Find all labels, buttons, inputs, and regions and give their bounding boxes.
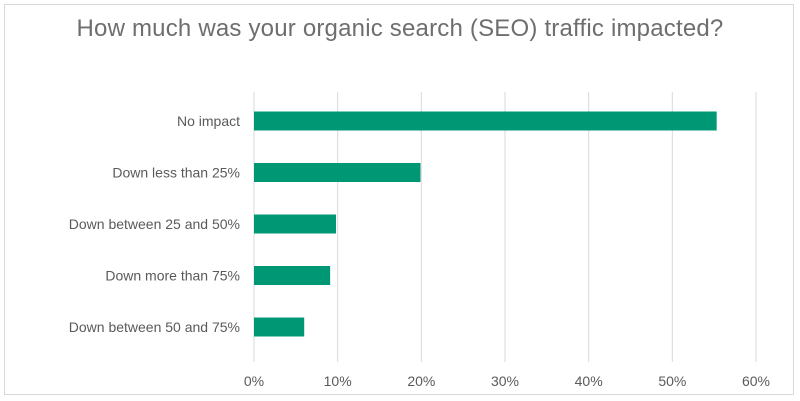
- category-labels: No impact Down less than 25% Down between …: [69, 113, 240, 335]
- x-tick-label: 60%: [742, 373, 770, 389]
- bar: [254, 214, 336, 234]
- bar: [254, 163, 421, 182]
- chart-frame: [4, 4, 794, 395]
- category-label: Down between 25 and 50%: [69, 216, 240, 232]
- chart-title: How much was your organic search (SEO) t…: [76, 15, 724, 42]
- category-label: Down more than 75%: [105, 268, 240, 284]
- gridlines: [253, 92, 757, 362]
- category-label: No impact: [177, 113, 240, 129]
- bar: [254, 266, 331, 285]
- bars: [254, 111, 717, 337]
- x-tick-label: 10%: [324, 373, 352, 389]
- bar: [254, 317, 305, 337]
- x-tick-label: 0%: [244, 373, 264, 389]
- x-tick-label: 40%: [575, 373, 603, 389]
- category-label: Down less than 25%: [112, 165, 240, 181]
- bar: [254, 111, 717, 131]
- x-tick-label: 20%: [407, 373, 435, 389]
- x-tick-label: 30%: [491, 373, 519, 389]
- x-tick-label: 50%: [658, 373, 686, 389]
- category-label: Down between 50 and 75%: [69, 319, 240, 335]
- x-axis-tick-labels: 0% 10% 20% 30% 40% 50% 60%: [244, 373, 770, 389]
